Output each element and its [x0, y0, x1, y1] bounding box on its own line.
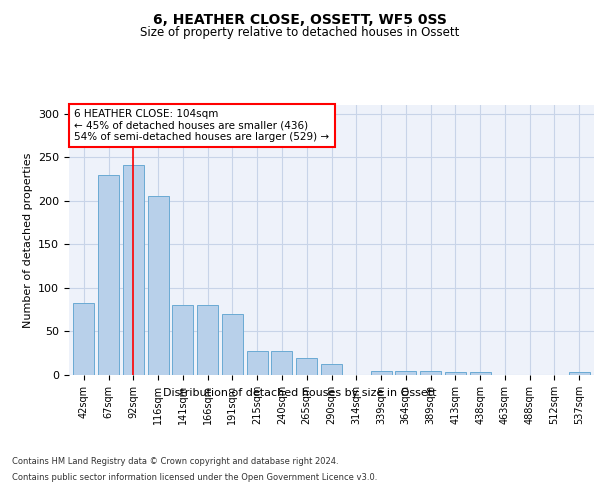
- Text: 6 HEATHER CLOSE: 104sqm
← 45% of detached houses are smaller (436)
54% of semi-d: 6 HEATHER CLOSE: 104sqm ← 45% of detache…: [74, 109, 329, 142]
- Bar: [420, 370, 441, 375]
- Text: Distribution of detached houses by size in Ossett: Distribution of detached houses by size …: [163, 388, 437, 398]
- Bar: [321, 364, 342, 375]
- Bar: [73, 302, 94, 375]
- Bar: [470, 372, 491, 375]
- Bar: [197, 306, 218, 375]
- Bar: [271, 350, 292, 375]
- Bar: [172, 306, 193, 375]
- Bar: [445, 372, 466, 375]
- Bar: [148, 196, 169, 375]
- Bar: [98, 174, 119, 375]
- Text: Contains HM Land Registry data © Crown copyright and database right 2024.: Contains HM Land Registry data © Crown c…: [12, 458, 338, 466]
- Bar: [247, 350, 268, 375]
- Text: Contains public sector information licensed under the Open Government Licence v3: Contains public sector information licen…: [12, 472, 377, 482]
- Y-axis label: Number of detached properties: Number of detached properties: [23, 152, 32, 328]
- Bar: [222, 314, 243, 375]
- Bar: [123, 165, 144, 375]
- Bar: [395, 370, 416, 375]
- Text: Size of property relative to detached houses in Ossett: Size of property relative to detached ho…: [140, 26, 460, 39]
- Text: 6, HEATHER CLOSE, OSSETT, WF5 0SS: 6, HEATHER CLOSE, OSSETT, WF5 0SS: [153, 12, 447, 26]
- Bar: [296, 358, 317, 375]
- Bar: [371, 370, 392, 375]
- Bar: [569, 372, 590, 375]
